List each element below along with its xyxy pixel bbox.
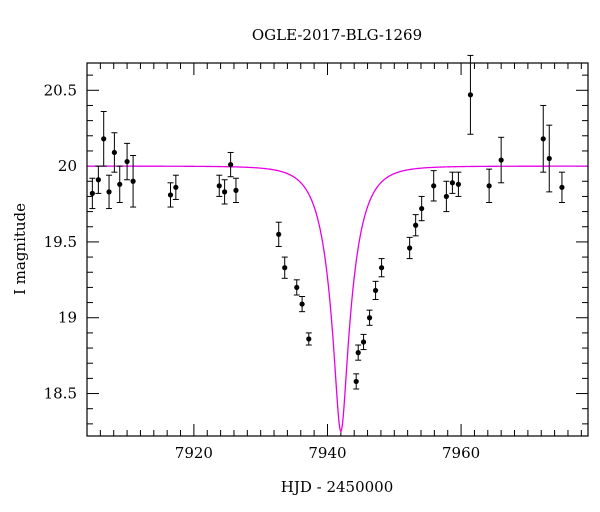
data-marker: [443, 193, 449, 200]
data-point: [167, 182, 174, 208]
data-point: [353, 373, 360, 390]
data-point: [558, 171, 565, 203]
data-marker: [216, 183, 222, 189]
x-tick-label: 7960: [442, 444, 480, 462]
y-tick-label: 18.5: [44, 385, 77, 403]
data-marker: [233, 187, 239, 193]
data-point: [355, 344, 362, 361]
data-marker: [413, 222, 419, 228]
data-marker: [101, 136, 107, 142]
data-marker: [455, 181, 462, 187]
data-marker: [111, 149, 117, 156]
y-tick-label: 20.5: [44, 81, 77, 99]
data-marker: [407, 245, 413, 251]
data-marker: [353, 378, 359, 385]
data-marker: [294, 284, 300, 291]
data-marker: [124, 158, 130, 165]
data-marker: [559, 184, 565, 190]
y-tick-label: 19: [58, 309, 77, 327]
data-marker: [167, 192, 174, 198]
data-point: [100, 111, 107, 167]
data-marker: [276, 231, 282, 237]
data-point: [443, 180, 450, 213]
data-marker: [419, 205, 425, 212]
x-tick-label: 7920: [175, 444, 213, 462]
data-point: [449, 171, 456, 194]
data-marker: [89, 190, 95, 196]
data-point: [406, 236, 413, 260]
data-point: [412, 214, 419, 237]
data-point: [111, 132, 118, 173]
data-marker: [378, 265, 385, 271]
data-marker: [372, 287, 379, 294]
data-point: [455, 171, 462, 197]
data-point: [95, 165, 102, 194]
data-marker: [498, 157, 504, 163]
data-point: [221, 179, 228, 205]
data-point: [227, 151, 234, 178]
chart-title: OGLE-2017-BLG-1269: [252, 26, 422, 44]
data-point: [130, 154, 137, 208]
data-marker: [546, 155, 552, 162]
data-point: [418, 195, 425, 222]
data-point: [467, 54, 474, 135]
y-axis-label: I magnitude: [11, 203, 29, 295]
data-point: [89, 177, 96, 210]
plot-frame: [86, 62, 589, 437]
data-marker: [306, 336, 312, 342]
data-marker: [130, 178, 136, 184]
data-marker: [467, 92, 474, 98]
data-point: [216, 174, 223, 197]
data-marker: [355, 350, 361, 356]
x-tick-label: 7940: [308, 444, 346, 462]
data-marker: [299, 301, 305, 307]
x-axis-label: HJD - 2450000: [281, 478, 394, 496]
data-point: [540, 104, 547, 173]
model-curve-layer: [87, 165, 588, 434]
data-point: [106, 174, 113, 210]
data-marker: [228, 161, 234, 168]
data-marker: [540, 136, 546, 142]
data-point: [281, 256, 288, 279]
model-curve: [87, 165, 588, 434]
data-marker: [117, 181, 123, 187]
data-marker: [282, 265, 288, 271]
data-point: [366, 309, 373, 326]
data-point: [498, 136, 505, 184]
data-point: [275, 221, 282, 247]
data-point: [378, 258, 385, 278]
y-tick-label: 19.5: [44, 233, 77, 251]
data-marker: [431, 183, 437, 189]
y-tick-label: 20: [58, 157, 77, 175]
data-marker: [222, 189, 228, 195]
data-points-layer: [89, 54, 565, 390]
data-point: [172, 174, 179, 200]
data-point: [305, 332, 312, 346]
data-marker: [106, 189, 112, 195]
data-marker: [173, 184, 179, 190]
data-marker: [486, 183, 492, 189]
data-marker: [95, 177, 101, 183]
data-point: [546, 124, 553, 193]
data-point: [372, 280, 379, 301]
data-point: [232, 177, 239, 203]
data-marker: [366, 315, 373, 321]
data-point: [116, 165, 123, 203]
data-point: [293, 279, 300, 296]
axis-tick-labels: 7920 7940 7960 18.5 19 19.5 20 20.5: [44, 81, 481, 462]
data-point: [360, 333, 367, 351]
data-marker: [449, 180, 455, 186]
data-point: [430, 170, 437, 202]
axis-ticks: [86, 63, 588, 436]
data-point: [486, 168, 493, 203]
data-point: [299, 296, 306, 313]
data-marker: [360, 339, 367, 345]
data-point: [124, 142, 131, 181]
